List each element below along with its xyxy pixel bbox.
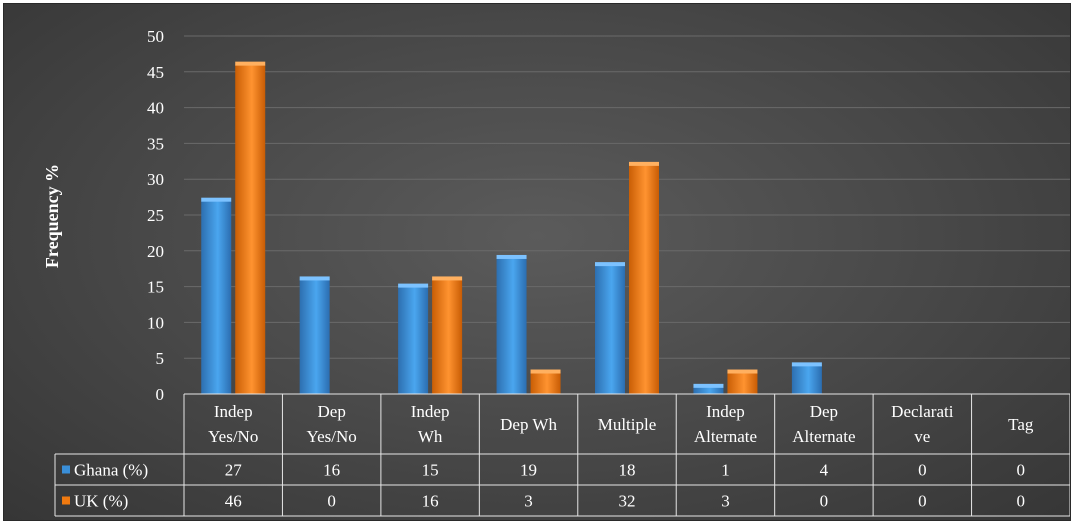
bar-cap bbox=[595, 262, 625, 267]
bar-cap bbox=[496, 254, 527, 259]
x-category-label: Yes/No bbox=[208, 427, 258, 446]
x-category-label: Indep bbox=[214, 402, 253, 421]
x-category-label: Alternate bbox=[694, 427, 757, 446]
y-tick-label: 30 bbox=[147, 170, 164, 189]
data-table-value: 15 bbox=[422, 461, 439, 480]
bar-ghana bbox=[299, 279, 330, 394]
y-tick-label: 10 bbox=[147, 313, 164, 332]
data-table-value: 1 bbox=[721, 461, 730, 480]
x-category-label: Yes/No bbox=[307, 427, 357, 446]
x-category-label: Dep bbox=[318, 402, 346, 421]
x-category-label: Wh bbox=[418, 427, 443, 446]
bar-uk bbox=[727, 372, 758, 394]
bar-ghana bbox=[791, 365, 822, 394]
data-table-value: 16 bbox=[422, 492, 439, 511]
bar-ghana bbox=[398, 286, 429, 394]
data-table-value: 0 bbox=[918, 461, 927, 480]
y-tick-label: 35 bbox=[147, 134, 164, 153]
data-table-value: 46 bbox=[225, 492, 242, 511]
bar-cap bbox=[629, 161, 659, 166]
y-tick-label: 15 bbox=[147, 278, 164, 297]
y-tick-label: 25 bbox=[147, 206, 164, 225]
data-table-value: 32 bbox=[619, 492, 636, 511]
x-category-label: Indep bbox=[411, 402, 450, 421]
data-table-value: 0 bbox=[1017, 461, 1026, 480]
bar-ghana bbox=[496, 257, 527, 394]
data-table-value: 4 bbox=[820, 461, 829, 480]
x-category-label: ve bbox=[914, 427, 930, 446]
bar-ghana bbox=[693, 386, 724, 394]
x-category-label: Indep bbox=[706, 402, 745, 421]
y-tick-label: 45 bbox=[147, 63, 164, 82]
data-table-value: 19 bbox=[520, 461, 537, 480]
bar-uk bbox=[432, 279, 463, 394]
bar-cap bbox=[791, 362, 822, 367]
data-table-value: 0 bbox=[1017, 492, 1026, 511]
bar-cap bbox=[235, 61, 266, 66]
y-tick-label: 20 bbox=[147, 242, 164, 261]
x-category-label: Multiple bbox=[598, 415, 657, 434]
x-category-label: Dep bbox=[810, 402, 838, 421]
data-table-value: 0 bbox=[327, 492, 336, 511]
bar-cap bbox=[299, 276, 330, 281]
bar-cap bbox=[398, 283, 429, 288]
legend-key-ghana bbox=[62, 465, 70, 474]
y-tick-label: 50 bbox=[147, 27, 164, 46]
bar-cap bbox=[727, 369, 758, 374]
bar-cap bbox=[530, 369, 561, 374]
bar-uk bbox=[235, 64, 266, 394]
x-category-label: Alternate bbox=[792, 427, 855, 446]
x-category-label: Tag bbox=[1008, 415, 1034, 434]
series-label: UK (%) bbox=[74, 492, 128, 511]
y-axis-label: Frequency % bbox=[42, 164, 62, 268]
data-table-value: 3 bbox=[721, 492, 730, 511]
series-label: Ghana (%) bbox=[74, 461, 148, 480]
bar-cap bbox=[201, 197, 232, 202]
data-table-value: 3 bbox=[524, 492, 533, 511]
bar-ghana bbox=[201, 200, 232, 394]
y-tick-label: 0 bbox=[156, 385, 165, 404]
data-table-value: 16 bbox=[323, 461, 340, 480]
chart-area: 0 5 10 15 20 25 30 35 40 45 50 Frequency % Indep Yes/… bbox=[3, 3, 1071, 521]
y-tick-label: 5 bbox=[156, 349, 165, 368]
data-table-value: 18 bbox=[619, 461, 636, 480]
x-category-label: Declarati bbox=[891, 402, 954, 421]
data-table-value: 27 bbox=[225, 461, 243, 480]
data-table-value: 0 bbox=[820, 492, 829, 511]
legend-key-uk bbox=[62, 496, 70, 505]
bar-uk bbox=[629, 164, 659, 394]
x-category-label: Dep Wh bbox=[500, 415, 557, 434]
bar-ghana bbox=[595, 265, 625, 394]
bar-cap bbox=[432, 276, 463, 281]
bar-cap bbox=[693, 383, 724, 388]
bar-uk bbox=[530, 372, 561, 394]
data-table-value: 0 bbox=[918, 492, 927, 511]
y-tick-label: 40 bbox=[147, 99, 164, 118]
